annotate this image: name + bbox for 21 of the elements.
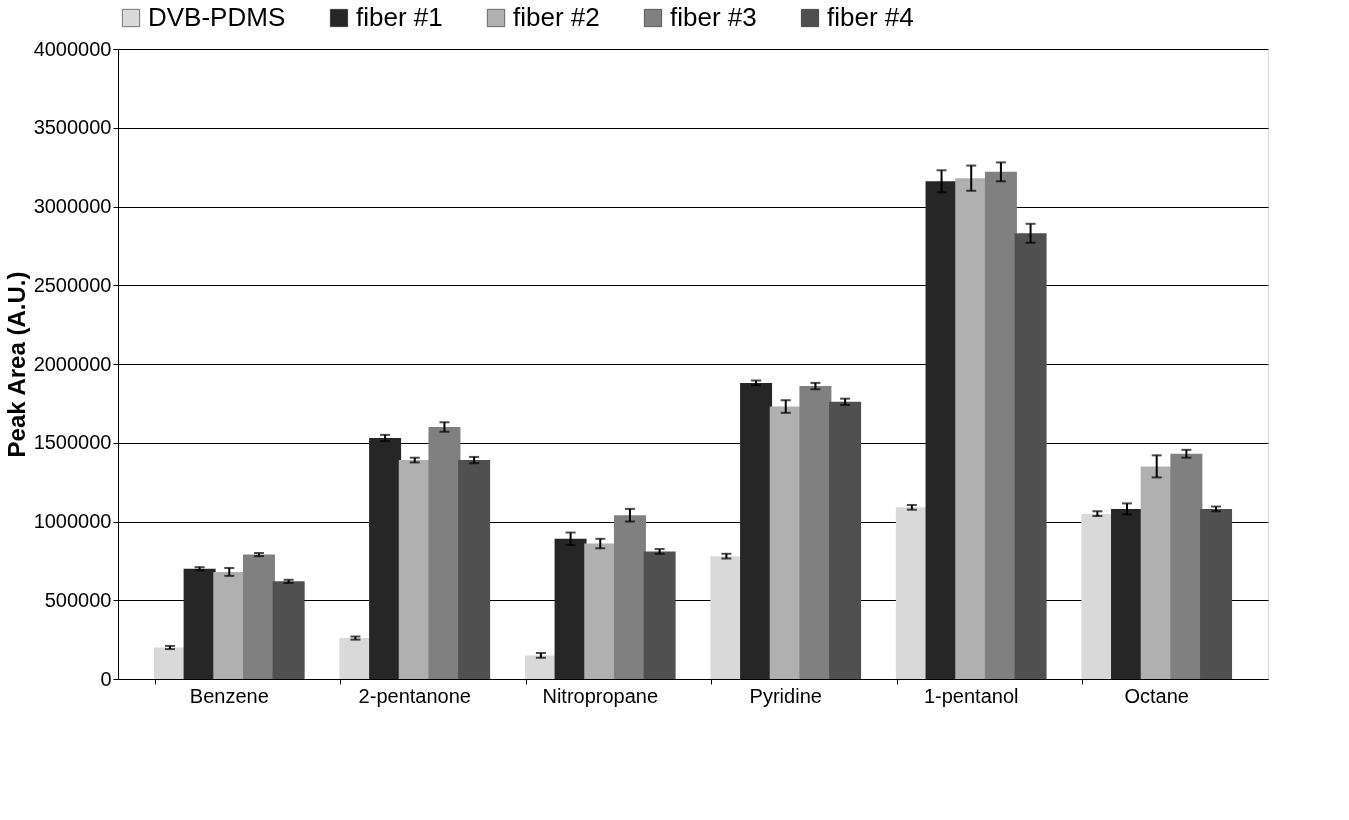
y-tick-label: 2000000	[33, 352, 112, 375]
legend-label: fiber #4	[827, 2, 914, 32]
x-tick-label: Nitropropane	[542, 684, 659, 707]
x-tick-label: Benzene	[189, 684, 269, 707]
legend-label: fiber #2	[513, 2, 600, 32]
y-tick-label: 2500000	[33, 273, 112, 296]
y-tick-label: 1000000	[33, 510, 112, 532]
x-tick-label: 1-pentanol	[923, 684, 1019, 707]
x-tick-label: 2-pentanone	[358, 684, 471, 707]
y-tick-label: 4000000	[33, 37, 112, 60]
y-tick-label: 500000	[44, 588, 112, 611]
y-tick-label: 1500000	[33, 431, 112, 454]
y-tick-label: 3000000	[33, 195, 112, 217]
x-tick-label: Pyridine	[749, 684, 822, 707]
legend-label: DVB-PDMS	[148, 2, 286, 32]
legend-label: fiber #3	[670, 2, 757, 32]
legend-label: fiber #1	[356, 2, 443, 32]
x-tick-label: Octane	[1124, 684, 1189, 707]
y-axis-title: Peak Area (A.U.)	[2, 271, 30, 458]
y-tick-label: 3500000	[33, 116, 112, 139]
y-tick-label: 0	[100, 667, 112, 690]
